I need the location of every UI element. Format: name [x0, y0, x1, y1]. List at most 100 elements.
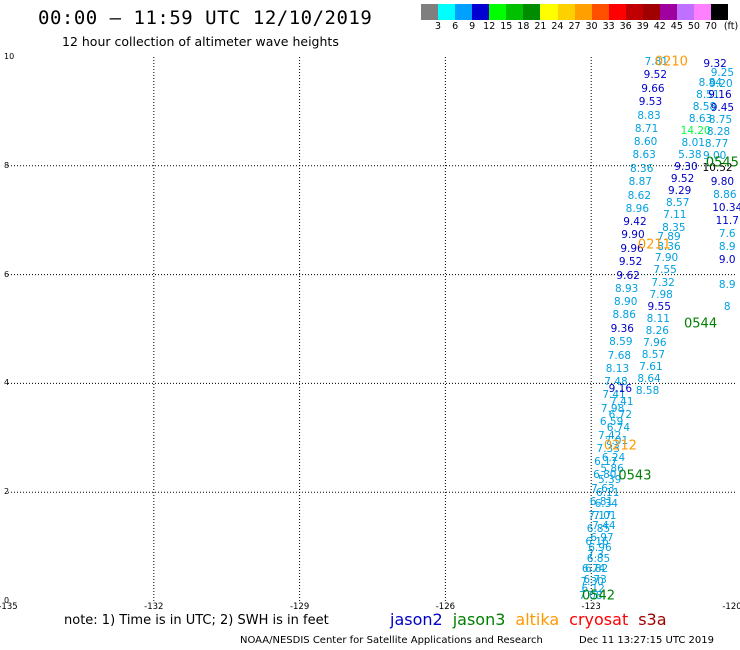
wave-height-value: 8.26	[645, 324, 669, 337]
legend-tick-label: 70	[704, 21, 717, 32]
lon-tick-label: -135	[0, 602, 18, 612]
wave-height-value: 6.11	[596, 487, 620, 500]
wave-height-value: 8.36	[630, 162, 654, 175]
wave-height-value: 8.9	[718, 279, 736, 292]
legend-tick-label: 21	[534, 21, 547, 32]
pass-time-label: 0211	[637, 237, 671, 253]
wave-height-value: 6.73	[583, 574, 607, 587]
wave-height-value: 8.71	[634, 122, 659, 135]
wave-height-value: 6.59	[599, 415, 624, 428]
legend-swatch	[472, 4, 490, 20]
satellite-name: altika	[515, 610, 560, 629]
wave-height-value: 10.52	[702, 161, 733, 174]
pass-time-label: 0545	[705, 155, 739, 171]
wave-height-value: 6.17	[594, 456, 618, 469]
wave-height-value: 6.85	[586, 522, 611, 535]
legend-unit: (ft)	[723, 21, 739, 32]
wave-height-value: 7.41	[610, 395, 634, 408]
wave-height-value: 9.90	[621, 229, 645, 242]
wave-height-value: 8.36	[657, 241, 681, 254]
legend-tick-label: 33	[602, 21, 615, 32]
wave-height-value: 8.75	[708, 113, 733, 126]
satellite-name: s3a	[638, 610, 667, 629]
wave-height-value: 7.63	[591, 482, 615, 495]
lat-tick-label: 2	[4, 487, 10, 497]
wave-height-value: 9.32	[703, 57, 727, 70]
legend-swatch	[642, 4, 660, 20]
legend-swatch	[506, 4, 524, 20]
legend-tick-label: 50	[687, 21, 700, 32]
wave-height-value: 7.98	[649, 289, 673, 302]
legend-tick-label: 42	[653, 21, 666, 32]
wave-height-value: 6.81	[589, 495, 614, 508]
pass-time-label: 0543	[618, 468, 652, 484]
wave-height-value: 5.86	[600, 463, 624, 476]
wave-height-value: 7.81	[644, 56, 669, 69]
wave-height-value: 8.13	[605, 362, 630, 375]
wave-height-value: 8	[723, 300, 731, 313]
wave-height-value: 8.77	[704, 137, 729, 150]
wave-height-value: 6.80	[593, 469, 617, 482]
lon-tick-label: -123	[581, 602, 601, 612]
wave-height-value: 9.30	[674, 161, 698, 174]
wave-height-value: 6.97	[590, 532, 614, 545]
legend-tick-label: 45	[670, 21, 683, 32]
wave-height-value: 8.35	[662, 221, 686, 234]
legend-tick-label: 3	[435, 21, 442, 32]
wave-height-value: 6.34	[594, 497, 618, 510]
color-scale-legend	[421, 4, 729, 20]
wave-height-value: 6.24	[601, 452, 626, 465]
wave-height-value: 7.68	[607, 349, 632, 362]
wave-height-value: 8.57	[641, 348, 666, 361]
wave-height-value: 8.60	[633, 136, 658, 149]
wave-height-value: 7.42	[597, 429, 622, 442]
wave-height-value: 7.55	[653, 263, 677, 276]
wave-height-value: 7.61	[639, 360, 663, 373]
satellite-name: jason3	[452, 610, 506, 629]
legend-swatch	[574, 4, 592, 20]
legend-swatch	[421, 4, 439, 20]
wave-height-value: 7.17	[588, 509, 612, 522]
legend-swatch	[625, 4, 643, 20]
wave-height-value: 8.83	[637, 109, 661, 122]
legend-tick-label: 30	[585, 21, 598, 32]
wave-height-value: 7.89	[657, 230, 681, 243]
wave-height-value: 7.01	[593, 509, 617, 522]
lon-tick-label: -132	[144, 602, 164, 612]
wave-height-value: 8.59	[609, 335, 633, 348]
wave-height-value: 7.90	[654, 252, 679, 265]
legend-swatch	[676, 4, 694, 20]
wave-height-value: 8.9	[718, 241, 736, 254]
wave-height-value: 7.32	[651, 277, 675, 290]
legend-swatch	[694, 4, 712, 20]
lon-tick-label: -120	[722, 602, 740, 612]
wave-height-value: 7.08	[579, 589, 603, 602]
wave-height-value: 8.01	[681, 136, 705, 149]
credit-line: NOAA/NESDIS Center for Satellite Applica…	[240, 635, 543, 646]
wave-height-value: 9.29	[667, 185, 692, 198]
pass-time-label: 0210	[654, 54, 688, 70]
wave-height-value: 8.63	[688, 112, 713, 125]
wave-height-value: 7.44	[592, 519, 616, 532]
lat-tick-label: 6	[4, 269, 10, 279]
wave-height-value: 6.82	[584, 563, 609, 576]
wave-height-value: 14.20	[680, 124, 711, 137]
wave-height-value: 8.11	[646, 312, 670, 325]
legend-tick-label: 36	[619, 21, 632, 32]
wave-height-value: 7.6	[718, 228, 736, 241]
satellite-name: jason2	[390, 610, 443, 629]
legend-tick-label: 18	[517, 21, 530, 32]
wave-height-value: 7.96	[643, 336, 667, 349]
wave-height-value: 9.53	[638, 95, 663, 108]
wave-height-value: 9.52	[618, 255, 643, 268]
wave-height-value: 7.41	[602, 389, 626, 402]
wave-height-value: 8.62	[627, 189, 652, 202]
legend-swatch	[557, 4, 575, 20]
lat-tick-label: 4	[4, 378, 10, 388]
lon-tick-label: -129	[289, 602, 310, 612]
wave-height-value: 5.39	[597, 473, 622, 486]
wave-height-value: 8.63	[632, 149, 656, 162]
wave-height-value: 7.30	[580, 575, 604, 588]
wave-height-value: 11.7	[715, 215, 739, 228]
